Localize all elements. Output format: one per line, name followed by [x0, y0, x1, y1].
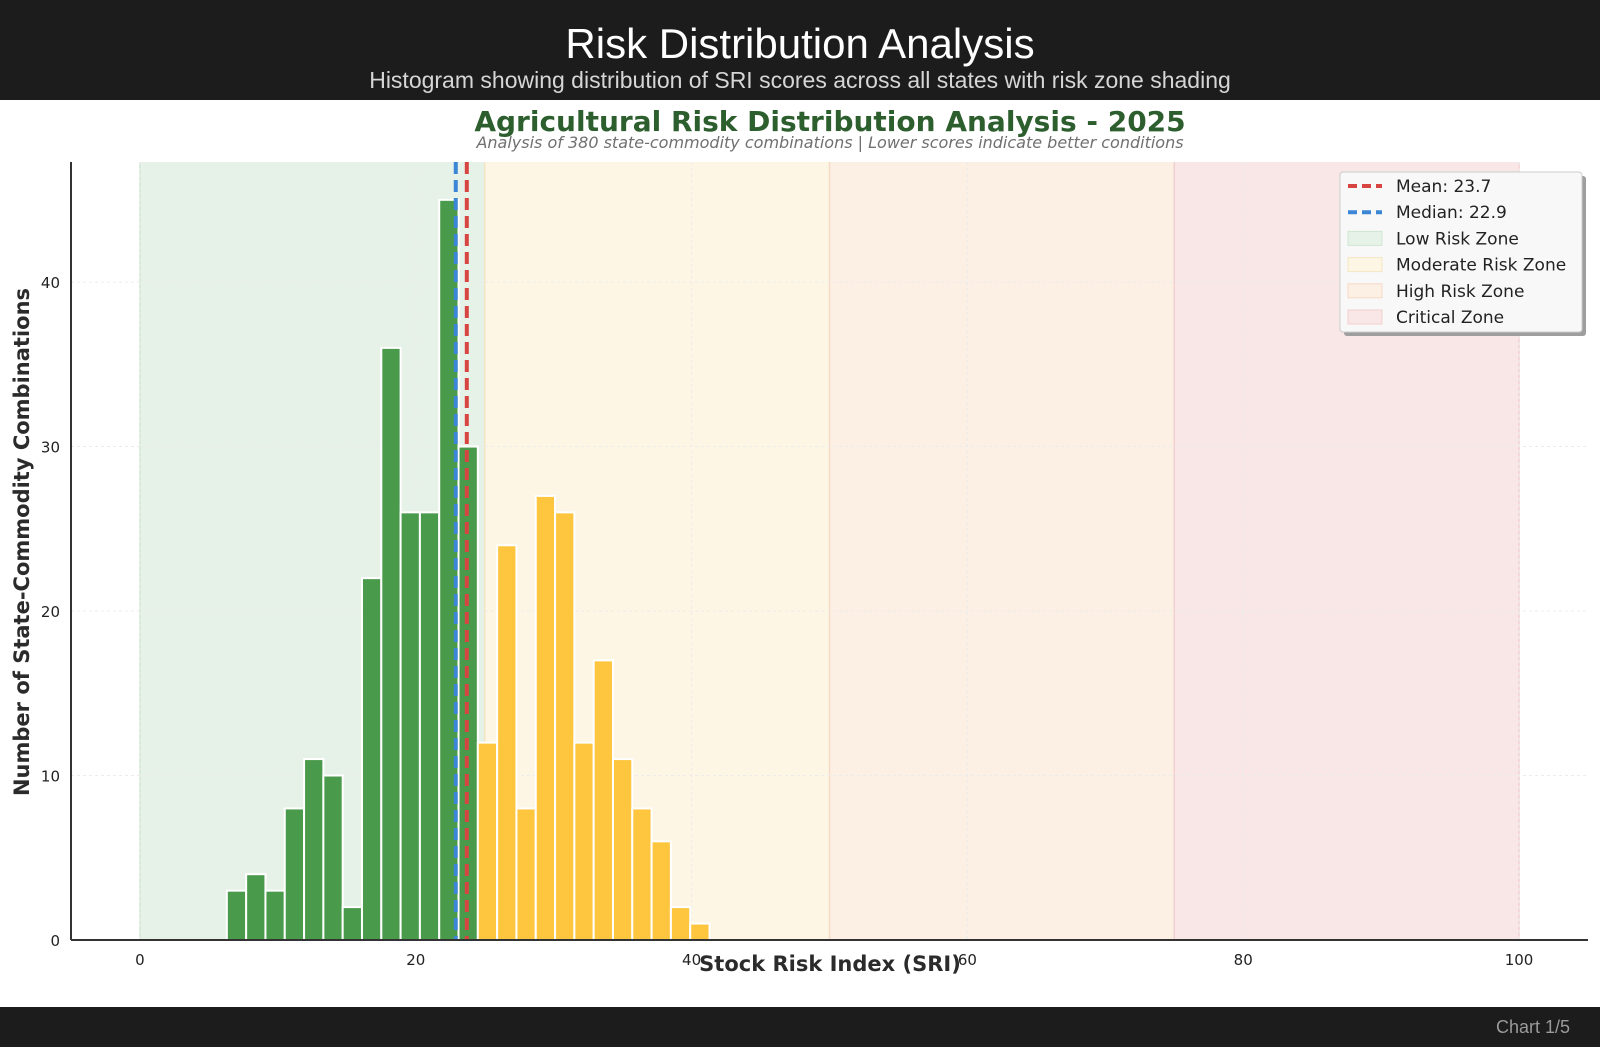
histogram-bar: [650, 840, 672, 942]
y-tick-label: 20: [41, 603, 60, 621]
legend-swatch-high: [1347, 283, 1383, 299]
histogram-bar: [418, 511, 441, 941]
x-tick-label: 100: [1505, 951, 1534, 969]
zone-high: [829, 162, 1175, 940]
histogram-bar: [515, 807, 537, 941]
page-footer: Chart 1/5: [0, 1007, 1600, 1047]
histogram-bar: [283, 807, 306, 941]
legend-label-high: High Risk Zone: [1396, 282, 1524, 302]
chart-subtitle: Analysis of 380 state-commodity combinat…: [475, 133, 1183, 152]
y-tick-label: 30: [41, 439, 60, 457]
legend-swatch-low: [1347, 230, 1383, 246]
x-axis-label: Stock Risk Index (SRI): [699, 952, 961, 976]
legend-label-critical: Critical Zone: [1396, 308, 1504, 328]
histogram-bar: [496, 544, 518, 941]
histogram-bar: [245, 873, 267, 942]
histogram-bar: [669, 906, 692, 941]
histogram-bar: [534, 494, 557, 941]
legend-median-label: Median: 22.9: [1396, 203, 1507, 223]
histogram-bar: [380, 346, 402, 942]
reference-lines: [453, 162, 469, 940]
histogram-bar: [360, 577, 383, 941]
legend-mean-label: Mean: 23.7: [1396, 177, 1491, 197]
histogram-bar: [476, 741, 499, 942]
y-axis-label: Number of State-Commodity Combinations: [10, 288, 34, 796]
histogram-bar: [225, 889, 248, 942]
axes: 0 20 40 60 80 100 0 10 20 30 40: [41, 162, 1588, 969]
x-tick-label: 40: [682, 951, 701, 969]
x-tick-label: 80: [1234, 951, 1253, 969]
histogram-bar: [264, 889, 286, 942]
page-header: Risk Distribution Analysis Histogram sho…: [0, 0, 1600, 100]
legend-label-low: Low Risk Zone: [1396, 229, 1519, 249]
histogram-bar: [303, 758, 325, 941]
y-tick-label: 0: [50, 932, 60, 950]
y-tick-label: 40: [41, 274, 60, 292]
histogram-bar: [592, 659, 614, 941]
chart-title: Agricultural Risk Distribution Analysis …: [474, 105, 1185, 138]
chart-legend: Mean: 23.7 Median: 22.9 Low Risk Zone Moder…: [1339, 171, 1586, 336]
risk-zones: [139, 162, 1520, 940]
histogram-chart: Agricultural Risk Distribution Analysis …: [10, 105, 1588, 976]
histogram-bar: [399, 511, 421, 941]
histogram-bar: [611, 758, 634, 941]
page-indicator: Chart 1/5: [1495, 1017, 1570, 1037]
histogram-bar: [322, 774, 344, 941]
x-tick-label: 0: [135, 951, 145, 969]
legend-swatch-moderate: [1347, 257, 1383, 273]
chart-area: Agricultural Risk Distribution Analysis …: [0, 100, 1600, 1007]
legend-swatch-critical: [1347, 309, 1383, 325]
histogram-bar: [689, 922, 711, 942]
histogram-bar: [554, 511, 576, 941]
histogram-bar: [631, 807, 653, 941]
histogram-bars: [225, 198, 711, 942]
x-tick-label: 20: [406, 951, 425, 969]
page-subtitle: Histogram showing distribution of SRI sc…: [369, 67, 1231, 93]
legend-label-moderate: Moderate Risk Zone: [1396, 256, 1566, 276]
histogram-bar: [573, 741, 595, 942]
page-title: Risk Distribution Analysis: [565, 20, 1035, 67]
x-tick-label: 60: [958, 951, 977, 969]
y-tick-label: 10: [41, 768, 60, 786]
legend-box: [1339, 171, 1583, 333]
histogram-bar: [341, 906, 363, 941]
